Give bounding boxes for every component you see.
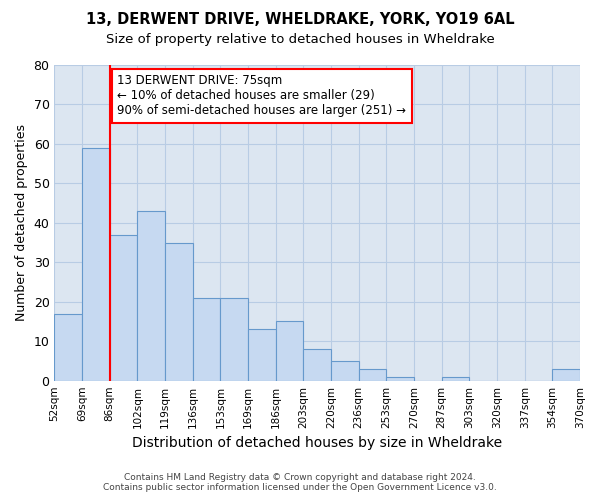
- Bar: [193, 298, 220, 380]
- Bar: [110, 234, 137, 380]
- Text: Size of property relative to detached houses in Wheldrake: Size of property relative to detached ho…: [106, 32, 494, 46]
- Text: 13 DERWENT DRIVE: 75sqm
← 10% of detached houses are smaller (29)
90% of semi-de: 13 DERWENT DRIVE: 75sqm ← 10% of detache…: [118, 74, 406, 118]
- Y-axis label: Number of detached properties: Number of detached properties: [15, 124, 28, 322]
- Bar: [276, 322, 304, 380]
- Bar: [82, 148, 110, 380]
- Bar: [304, 349, 331, 380]
- Bar: [55, 314, 82, 380]
- Bar: [165, 242, 193, 380]
- Bar: [220, 298, 248, 380]
- Bar: [359, 369, 386, 380]
- Bar: [137, 211, 165, 380]
- Text: 13, DERWENT DRIVE, WHELDRAKE, YORK, YO19 6AL: 13, DERWENT DRIVE, WHELDRAKE, YORK, YO19…: [86, 12, 514, 28]
- Bar: [442, 376, 469, 380]
- Bar: [553, 369, 580, 380]
- X-axis label: Distribution of detached houses by size in Wheldrake: Distribution of detached houses by size …: [132, 436, 502, 450]
- Text: Contains HM Land Registry data © Crown copyright and database right 2024.
Contai: Contains HM Land Registry data © Crown c…: [103, 473, 497, 492]
- Bar: [386, 376, 414, 380]
- Bar: [331, 361, 359, 380]
- Bar: [248, 330, 276, 380]
